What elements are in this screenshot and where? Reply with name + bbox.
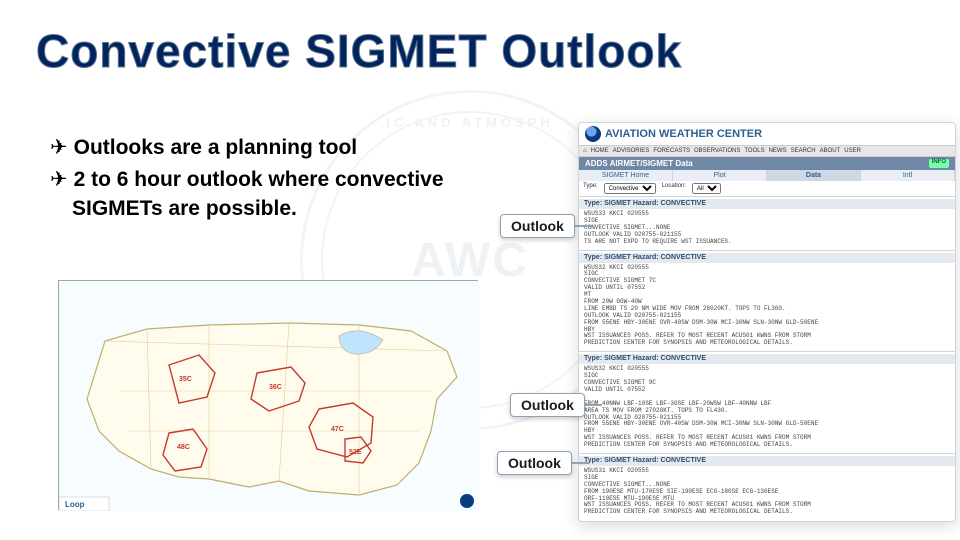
nav-item[interactable]: SEARCH bbox=[791, 148, 816, 154]
svg-text:35C: 35C bbox=[179, 376, 192, 383]
bullet-item: Outlooks are a planning tool bbox=[50, 134, 520, 162]
panel-navbar: ⌂ HOME ADVISORIESFORECASTS OBSERVATIONS TOO… bbox=[579, 145, 955, 157]
bullet-item: 2 to 6 hour outlook where convective SIG… bbox=[50, 166, 520, 223]
noaa-logo-icon bbox=[585, 126, 601, 142]
panel-tabs: SIGMET HomePlotDataIntl bbox=[579, 170, 955, 181]
sigmet-data-panel: AVIATION WEATHER CENTER ⌂ HOME ADVISORIES… bbox=[578, 122, 956, 522]
svg-text:47C: 47C bbox=[331, 426, 344, 433]
entry-body: WSUS32 KKCI 020555 SIGC CONVECTIVE SIGME… bbox=[584, 265, 950, 348]
tab[interactable]: Intl bbox=[861, 170, 955, 181]
sigmet-entry: Type: SIGMET Hazard: CONVECTIVE WSUS32 KK… bbox=[579, 351, 955, 453]
filter-type-label: Type: bbox=[583, 183, 598, 194]
entry-body: WSUS31 KKCI 020555 SIGE CONVECTIVE SIGME… bbox=[584, 468, 950, 516]
slide-title: Convective SIGMET Outlook bbox=[36, 24, 682, 78]
home-icon[interactable]: ⌂ bbox=[583, 148, 587, 154]
outlook-tag: Outlook bbox=[497, 451, 572, 475]
sigmet-entry: Type: SIGMET Hazard: CONVECTIVE WSUS32 KK… bbox=[579, 250, 955, 352]
entry-body: WSUS33 KKCI 020555 SIGE CONVECTIVE SIGME… bbox=[584, 211, 950, 245]
svg-text:48C: 48C bbox=[177, 444, 190, 451]
nav-item[interactable]: ADVISORIES bbox=[613, 148, 650, 154]
svg-text:Loop: Loop bbox=[65, 500, 85, 509]
bullet-list: Outlooks are a planning tool 2 to 6 hour… bbox=[50, 134, 520, 227]
nav-item[interactable]: HOME bbox=[591, 148, 609, 154]
entry-body: WSUS32 KKCI 020555 SIGC CONVECTIVE SIGME… bbox=[584, 366, 950, 449]
banner-title: ADDS AIRMET/SIGMET Data bbox=[585, 159, 693, 168]
entry-head: Type: SIGMET Hazard: CONVECTIVE bbox=[579, 253, 955, 263]
svg-text:52E: 52E bbox=[349, 449, 362, 456]
bullet-text: 2 to 6 hour outlook where convective SIG… bbox=[72, 168, 444, 219]
nav-item[interactable]: TOOLS bbox=[744, 148, 764, 154]
outlook-tag: Outlook bbox=[500, 214, 575, 238]
outlook-tag: Outlook bbox=[510, 393, 585, 417]
tab[interactable]: Data bbox=[767, 170, 861, 181]
panel-header: AVIATION WEATHER CENTER bbox=[579, 123, 955, 145]
sigmet-map: 35C 36C 48C 47C 52E Loop bbox=[58, 280, 478, 510]
tab[interactable]: Plot bbox=[673, 170, 767, 181]
filter-loc-select[interactable]: All bbox=[692, 183, 721, 194]
panel-filters: Type: Convective Location: All bbox=[579, 181, 955, 196]
panel-banner: ADDS AIRMET/SIGMET Data INFO bbox=[579, 157, 955, 170]
nav-item[interactable]: NEWS bbox=[769, 148, 787, 154]
nav-item[interactable]: OBSERVATIONS bbox=[694, 148, 740, 154]
filter-type-select[interactable]: Convective bbox=[604, 183, 656, 194]
bullet-text: Outlooks are a planning tool bbox=[74, 136, 358, 159]
entry-head: Type: SIGMET Hazard: CONVECTIVE bbox=[579, 456, 955, 466]
tab[interactable]: SIGMET Home bbox=[579, 170, 673, 181]
filter-loc-label: Location: bbox=[662, 183, 686, 194]
nav-item[interactable]: FORECASTS bbox=[653, 148, 690, 154]
banner-info-badge[interactable]: INFO bbox=[929, 159, 949, 168]
nav-item[interactable]: ABOUT bbox=[820, 148, 841, 154]
entry-head: Type: SIGMET Hazard: CONVECTIVE bbox=[579, 354, 955, 364]
entry-head: Type: SIGMET Hazard: CONVECTIVE bbox=[579, 199, 955, 209]
sigmet-entry: Type: SIGMET Hazard: CONVECTIVE WSUS31 KK… bbox=[579, 453, 955, 520]
panel-brand: AVIATION WEATHER CENTER bbox=[605, 128, 762, 140]
nav-item[interactable]: USER bbox=[844, 148, 861, 154]
sigmet-entry: Type: SIGMET Hazard: CONVECTIVE WSUS33 KK… bbox=[579, 196, 955, 250]
svg-text:36C: 36C bbox=[269, 384, 282, 391]
